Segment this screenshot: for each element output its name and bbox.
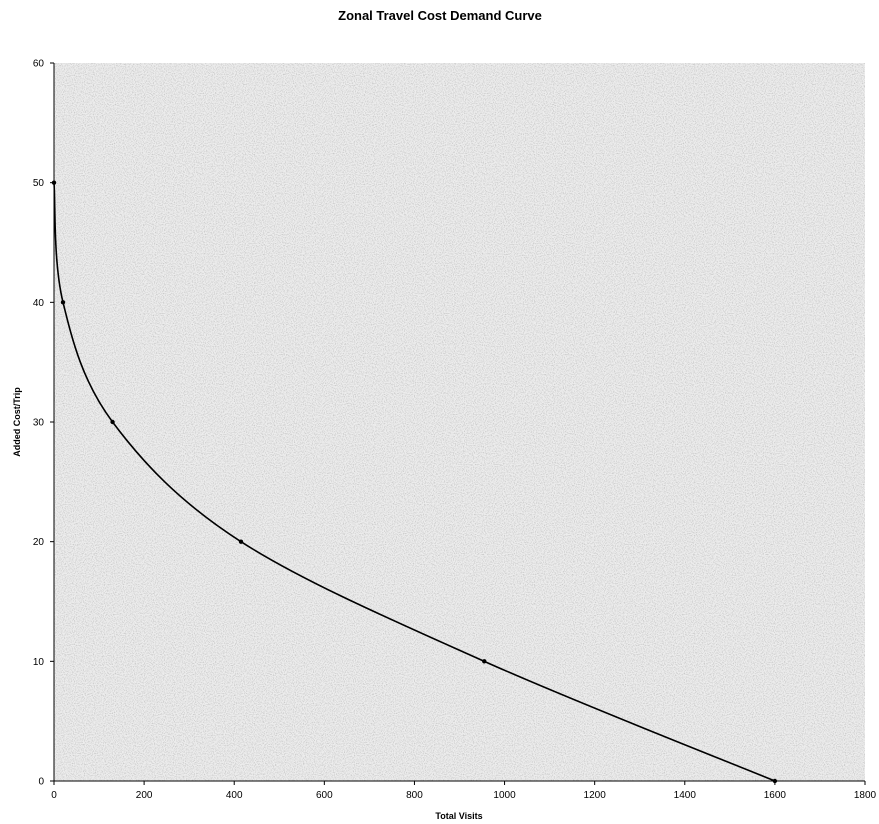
plot-area	[54, 63, 865, 781]
x-tick-label: 1800	[854, 790, 877, 801]
y-tick-label: 10	[33, 657, 45, 668]
y-tick-label: 60	[33, 59, 45, 70]
x-tick-label: 0	[51, 790, 57, 801]
x-tick-label: 600	[316, 790, 333, 801]
series-layer	[51, 180, 778, 784]
x-axis-ticks: 0 200 400 600 800 1000 1200 1400 1600 1800	[51, 781, 877, 801]
y-tick-label: 40	[33, 298, 45, 309]
y-axis-label: Added Cost/Trip	[12, 387, 22, 457]
x-tick-label: 200	[136, 790, 153, 801]
data-point	[60, 300, 66, 305]
plot-background-texture	[54, 63, 865, 781]
x-tick-label: 800	[406, 790, 423, 801]
x-tick-label: 1200	[584, 790, 607, 801]
data-point	[110, 419, 115, 425]
x-tick-label: 1400	[674, 790, 697, 801]
x-tick-label: 1600	[764, 790, 787, 801]
data-point	[238, 539, 244, 544]
data-point	[51, 180, 57, 185]
y-tick-label: 0	[38, 777, 44, 788]
chart-title: Zonal Travel Cost Demand Curve	[338, 8, 542, 23]
y-axis-ticks: 0 10 20 30 40 50 60	[33, 59, 54, 788]
data-point	[482, 659, 487, 664]
x-tick-label: 1000	[493, 790, 516, 801]
y-tick-label: 30	[33, 418, 45, 429]
y-tick-label: 50	[33, 178, 45, 189]
x-tick-label: 400	[226, 790, 243, 801]
data-point	[772, 778, 778, 784]
y-tick-label: 20	[33, 537, 45, 548]
x-axis-label: Total Visits	[435, 811, 482, 821]
